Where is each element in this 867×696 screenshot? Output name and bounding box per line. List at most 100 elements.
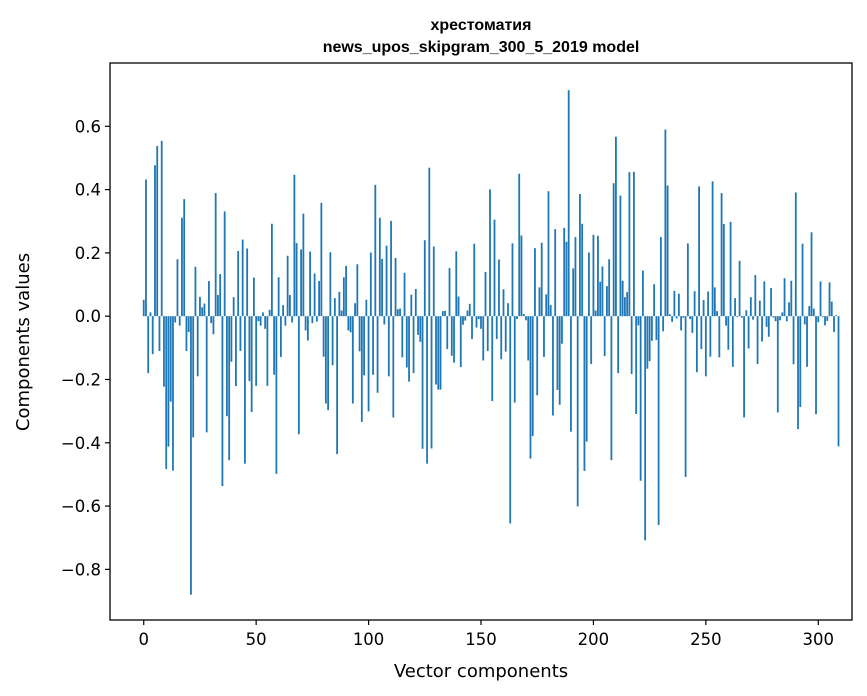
- bar: [399, 308, 401, 317]
- bar: [462, 316, 464, 325]
- bar: [275, 316, 278, 474]
- x-tick-label: 150: [465, 630, 497, 649]
- bar: [387, 316, 390, 377]
- bar: [525, 316, 527, 321]
- x-axis-label: Vector components: [394, 661, 568, 682]
- y-axis-label: Components values: [13, 253, 34, 431]
- bar: [158, 316, 161, 351]
- bar: [752, 316, 754, 320]
- bar: [612, 183, 615, 317]
- bar: [635, 316, 638, 414]
- bar: [192, 316, 195, 438]
- bar: [453, 316, 455, 363]
- x-tick-label: 300: [803, 630, 835, 649]
- bar: [734, 298, 736, 317]
- bar: [311, 316, 314, 324]
- bar: [464, 316, 467, 321]
- bar: [513, 316, 516, 403]
- bar: [482, 316, 485, 361]
- bar: [217, 294, 219, 317]
- bar: [455, 251, 458, 317]
- bar: [205, 316, 208, 433]
- bar: [770, 288, 772, 317]
- bar: [199, 296, 201, 317]
- bar: [246, 248, 249, 317]
- bar: [444, 310, 446, 317]
- bar: [662, 316, 665, 332]
- bar: [318, 281, 321, 317]
- bar: [830, 301, 833, 317]
- bar: [579, 194, 581, 317]
- bar: [196, 316, 199, 377]
- bar: [239, 316, 242, 351]
- bar: [785, 316, 788, 322]
- bar: [740, 316, 743, 318]
- plot-frame: [109, 62, 853, 621]
- bar: [554, 229, 557, 317]
- bar: [812, 308, 815, 317]
- bar: [803, 316, 806, 325]
- bar: [743, 316, 745, 418]
- bar: [702, 300, 705, 317]
- bar: [588, 252, 590, 317]
- bar: [765, 316, 768, 327]
- bar: [527, 316, 530, 361]
- bar: [336, 316, 338, 455]
- bar: [302, 213, 305, 317]
- bar: [165, 316, 168, 470]
- bar: [226, 316, 228, 417]
- bar: [489, 189, 491, 317]
- bar: [262, 312, 264, 317]
- bar: [259, 316, 262, 326]
- bar: [824, 316, 826, 326]
- bar: [774, 316, 777, 322]
- bar: [291, 316, 294, 323]
- bar: [543, 316, 545, 358]
- bar: [601, 266, 604, 317]
- bar: [529, 316, 532, 459]
- bar: [633, 171, 635, 317]
- bar: [327, 316, 329, 411]
- bar: [439, 316, 442, 390]
- bar: [657, 316, 660, 526]
- bar: [235, 316, 237, 387]
- bar: [145, 179, 147, 317]
- bar: [446, 316, 449, 350]
- bar: [208, 281, 210, 317]
- bar: [552, 316, 554, 416]
- bar: [606, 286, 608, 317]
- bar: [808, 306, 811, 317]
- bar: [250, 316, 253, 413]
- bar: [378, 217, 381, 317]
- bar: [340, 310, 343, 317]
- bar: [214, 193, 217, 317]
- bar: [441, 311, 444, 317]
- bar: [648, 316, 651, 362]
- bar: [160, 140, 163, 317]
- bar: [423, 240, 426, 317]
- bar: [608, 259, 611, 317]
- bar: [286, 255, 289, 317]
- bar: [264, 316, 267, 329]
- bar: [704, 316, 707, 377]
- chart-title-line-1: хрестоматия: [431, 17, 532, 34]
- y-tick-label: −0.2: [61, 370, 101, 389]
- bar: [502, 289, 505, 317]
- bar: [826, 316, 829, 321]
- bar: [610, 316, 613, 461]
- bar: [448, 268, 451, 317]
- bar: [637, 316, 640, 326]
- x-tick-label: 100: [353, 630, 385, 649]
- bar: [671, 316, 674, 322]
- bar: [201, 307, 204, 317]
- bar: [187, 316, 190, 332]
- bar: [563, 227, 566, 317]
- bar: [468, 303, 471, 317]
- bar: [471, 316, 473, 339]
- bar: [621, 280, 624, 317]
- bar: [493, 219, 496, 317]
- bar: [412, 316, 415, 374]
- bar: [223, 211, 226, 317]
- bar: [345, 265, 347, 317]
- bar: [253, 277, 255, 317]
